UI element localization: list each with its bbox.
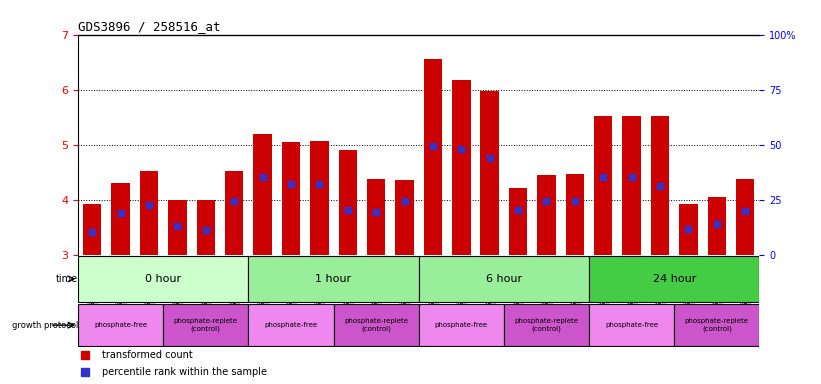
Point	[511, 207, 525, 213]
Text: phosphate-replete
(control): phosphate-replete (control)	[685, 318, 749, 332]
Text: phosphate-free: phosphate-free	[264, 322, 318, 328]
Bar	[419, 256, 589, 302]
Text: phosphate-replete
(control): phosphate-replete (control)	[344, 318, 408, 332]
Text: 0 hour: 0 hour	[145, 274, 181, 284]
Point	[313, 181, 326, 187]
Bar	[736, 179, 754, 255]
Bar	[310, 141, 328, 255]
Text: 24 hour: 24 hour	[653, 274, 696, 284]
Bar	[78, 304, 163, 346]
Bar	[589, 304, 674, 346]
Point	[568, 198, 581, 204]
Bar	[537, 175, 556, 255]
Bar	[566, 174, 584, 255]
Text: GDS3896 / 258516_at: GDS3896 / 258516_at	[78, 20, 221, 33]
Bar	[168, 200, 186, 255]
Text: 1 hour: 1 hour	[315, 274, 351, 284]
Bar	[452, 80, 470, 255]
Bar	[480, 91, 499, 255]
Point	[342, 207, 355, 213]
Bar	[674, 304, 759, 346]
Point	[200, 227, 213, 233]
Bar	[225, 171, 243, 255]
Point	[483, 155, 496, 161]
Point	[597, 174, 610, 180]
Bar	[78, 256, 248, 302]
Bar	[419, 304, 504, 346]
Point	[625, 174, 638, 180]
Text: time: time	[56, 274, 78, 284]
Bar	[708, 197, 726, 255]
Bar	[622, 116, 641, 255]
Point	[540, 198, 553, 204]
Bar	[254, 134, 272, 255]
Point	[171, 223, 184, 229]
Bar	[594, 116, 612, 255]
Point	[142, 202, 155, 208]
Point	[654, 183, 667, 189]
Point	[739, 208, 752, 214]
Text: phosphate-replete
(control): phosphate-replete (control)	[174, 318, 238, 332]
Bar	[196, 200, 215, 255]
Point	[398, 198, 411, 204]
Bar	[83, 204, 102, 255]
Point	[85, 228, 99, 235]
Text: phosphate-free: phosphate-free	[94, 322, 147, 328]
Bar	[504, 304, 589, 346]
Bar	[395, 180, 414, 255]
Point	[256, 174, 269, 180]
Bar	[112, 183, 130, 255]
Bar	[338, 150, 357, 255]
Point	[426, 143, 439, 149]
Bar	[589, 256, 759, 302]
Bar	[140, 171, 158, 255]
Bar	[424, 59, 443, 255]
Point	[227, 198, 241, 204]
Text: phosphate-replete
(control): phosphate-replete (control)	[515, 318, 579, 332]
Text: 6 hour: 6 hour	[486, 274, 522, 284]
Point	[284, 181, 297, 187]
Text: phosphate-free: phosphate-free	[605, 322, 658, 328]
Bar	[367, 179, 385, 255]
Bar	[679, 204, 698, 255]
Bar	[509, 187, 527, 255]
Bar	[333, 304, 419, 346]
Bar	[163, 304, 249, 346]
Point	[114, 210, 127, 217]
Point	[682, 226, 695, 232]
Text: growth protocol: growth protocol	[11, 321, 78, 329]
Bar	[651, 116, 669, 255]
Text: transformed count: transformed count	[102, 350, 193, 361]
Point	[710, 221, 723, 227]
Text: phosphate-free: phosphate-free	[435, 322, 488, 328]
Text: percentile rank within the sample: percentile rank within the sample	[102, 367, 267, 377]
Point	[369, 209, 383, 215]
Bar	[249, 304, 333, 346]
Bar	[282, 142, 300, 255]
Point	[455, 146, 468, 152]
Bar	[249, 256, 419, 302]
